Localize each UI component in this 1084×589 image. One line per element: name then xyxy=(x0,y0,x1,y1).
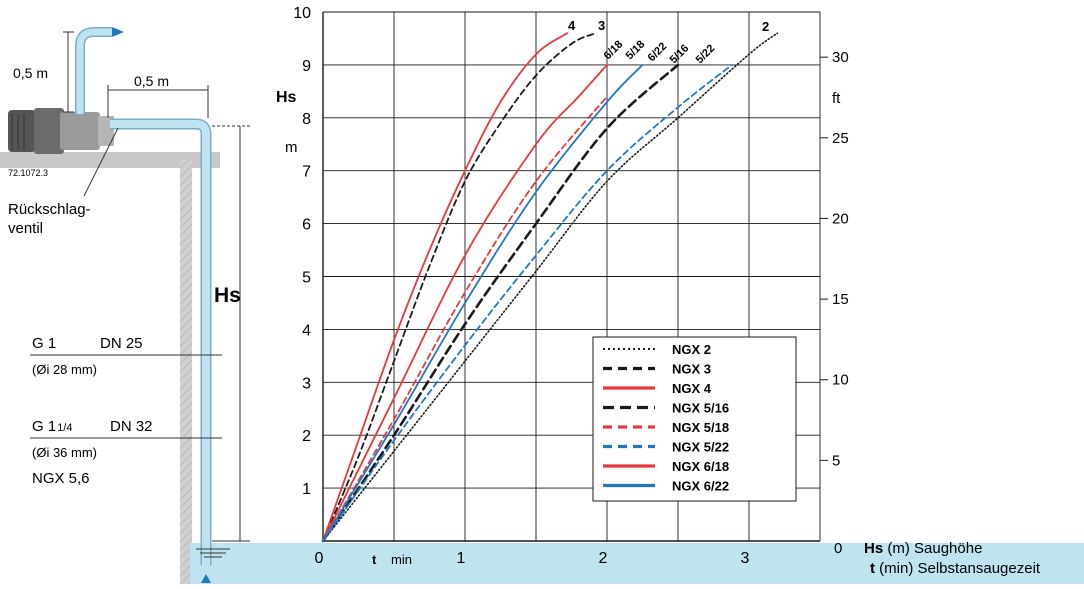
hs-dimension-label: Hs xyxy=(214,284,241,307)
curve-label-ngx3: 3 xyxy=(598,18,605,33)
x-tick-label: 2 xyxy=(599,550,608,567)
series-line-ngx-4 xyxy=(322,32,569,542)
y-tick-label: 7 xyxy=(302,164,311,181)
legend-label: NGX 3 xyxy=(672,362,711,377)
y-tick-label: 6 xyxy=(302,217,311,234)
y-axis-label-hs: Hs xyxy=(276,89,297,106)
series-line-ngx-6-22 xyxy=(322,64,644,542)
legend-label: NGX 5/18 xyxy=(672,420,729,435)
water-level-icon xyxy=(196,548,230,558)
y-tick-label: 5 xyxy=(302,270,311,287)
pipe1-id: (Øi 28 mm) xyxy=(32,362,97,377)
installation-diagram: 0,5 m 0,5 m Hs 72.1072.3 Rückschlag- ven… xyxy=(0,27,1084,584)
y-tick-label: 1 xyxy=(302,481,311,498)
series-lines xyxy=(321,32,779,543)
curve-label-ngx622: 6/22 xyxy=(646,40,670,64)
curve-label-ngx4: 4 xyxy=(568,18,576,33)
dimension-vertical xyxy=(63,31,74,113)
pipe1-thread: G 1 xyxy=(32,335,56,352)
water-body xyxy=(190,543,1084,584)
x-tick-label: 3 xyxy=(741,550,750,567)
code-label: 72.1072.3 xyxy=(8,168,48,178)
y-axis-label-ft: ft xyxy=(832,90,841,107)
y-tick-label: 9 xyxy=(302,58,311,75)
legend-label: NGX 4 xyxy=(672,381,712,396)
y-tick-label: 3 xyxy=(302,375,311,392)
y-tick-label: 4 xyxy=(302,322,311,339)
curve-label-ngx518: 5/18 xyxy=(624,38,648,62)
pipe1-dn: DN 25 xyxy=(100,335,143,352)
legend-label: NGX 6/18 xyxy=(672,459,729,474)
ft-tick-label: 25 xyxy=(832,130,849,147)
pump-icon xyxy=(8,108,114,154)
curve-label-ngx522: 5/22 xyxy=(694,42,718,66)
y-tick-label: 8 xyxy=(302,111,311,128)
ft-tick-label: 30 xyxy=(832,49,849,66)
ft-tick-label: 15 xyxy=(832,291,849,308)
legend: NGX 2 NGX 3 NGX 4 NGX 5/16 NGX 5/18 NGX 5/22 N… xyxy=(592,336,797,502)
pipe2-models: NGX 5,6 xyxy=(32,470,90,487)
dimension-horizontal xyxy=(107,85,209,118)
y-tick-label: 10 xyxy=(293,5,311,22)
pipe2-dn: DN 32 xyxy=(110,418,153,435)
legend-label: NGX 6/22 xyxy=(672,479,729,494)
ground-wall xyxy=(180,160,192,584)
pipe2-thread: G 11/4 xyxy=(32,418,72,435)
ft-tick-label: 5 xyxy=(832,452,840,469)
dimension-hs xyxy=(212,125,250,542)
ft-tick-label: 10 xyxy=(832,372,849,389)
valve-leader xyxy=(83,127,119,197)
series-line-ngx-5-16 xyxy=(321,63,680,543)
series-line-ngx-3 xyxy=(322,32,597,542)
valve-label-2: ventil xyxy=(8,220,43,237)
pipe2-thread-fraction: 1/4 xyxy=(57,422,72,434)
legend-label: NGX 5/16 xyxy=(672,401,729,416)
x-tick-label: 1 xyxy=(457,550,466,567)
y-tick-label: 2 xyxy=(302,428,311,445)
series-line-ngx-6-18 xyxy=(322,64,608,542)
valve-label-1: Rückschlag- xyxy=(8,201,91,218)
corner-zero: 0 xyxy=(834,540,842,557)
note-t: t (min) Selbstansaugezeit xyxy=(870,560,1041,577)
flow-arrow-icon xyxy=(112,27,124,37)
curve-label-ngx2: 2 xyxy=(762,19,769,34)
y-axis-label-m: m xyxy=(285,139,298,156)
pipe2-id: (Øi 36 mm) xyxy=(32,445,97,460)
series-line-ngx-5-22 xyxy=(322,64,733,542)
x-axis-label-min: min xyxy=(391,552,412,567)
x-tick-label: 0 xyxy=(315,550,324,567)
label-05-vertical: 0,5 m xyxy=(13,65,48,81)
discharge-pipe xyxy=(75,27,112,114)
note-hs: Hs (m) Saughöhe xyxy=(864,540,982,557)
ground-slab xyxy=(0,152,220,168)
inlet-arrow-icon xyxy=(201,574,211,583)
legend-label: NGX 5/22 xyxy=(672,440,729,455)
legend-label: NGX 2 xyxy=(672,342,711,357)
series-line-ngx-5-18 xyxy=(322,95,608,542)
label-05-horizontal: 0,5 m xyxy=(134,73,169,89)
curve-label-ngx516: 5/16 xyxy=(668,42,692,66)
series-line-ngx-2 xyxy=(322,32,779,542)
ft-tick-label: 20 xyxy=(832,210,849,227)
curve-label-ngx618: 6/18 xyxy=(602,38,626,62)
legend-box xyxy=(592,336,797,502)
x-axis-label-t: t xyxy=(372,552,377,567)
